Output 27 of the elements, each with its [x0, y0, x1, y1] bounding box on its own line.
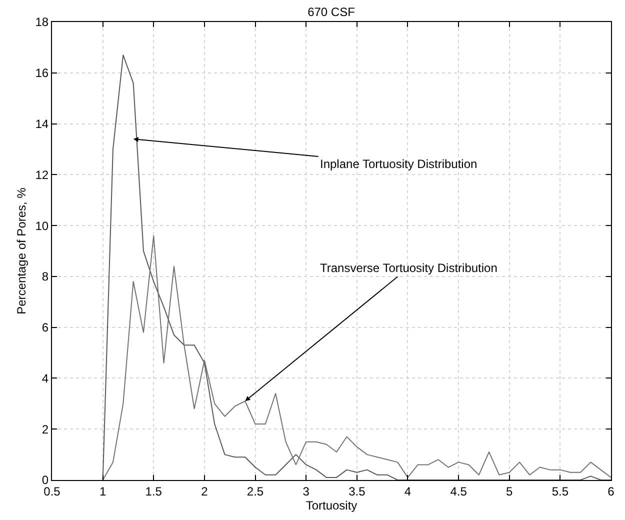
x-tick-label: 4.5 — [450, 484, 468, 498]
y-tick-label: 12 — [35, 168, 49, 182]
y-tick-label: 8 — [42, 270, 49, 284]
y-tick-label: 6 — [42, 320, 49, 335]
x-tick-label: 2.5 — [246, 484, 264, 498]
annotation: Inplane Tortuosity Distribution — [320, 157, 478, 171]
x-axis-title: Tortuosity — [306, 498, 358, 512]
x-tick-label: 5 — [506, 484, 514, 498]
y-axis-title: Percentage of Pores, % — [14, 187, 29, 314]
x-tick-label: 5.5 — [552, 484, 569, 498]
x-tick-label: 2 — [201, 484, 208, 498]
x-tick-label: 6 — [608, 484, 615, 498]
y-tick-label: 18 — [35, 15, 49, 30]
line-series — [102, 235, 611, 480]
x-tick-label: 4 — [404, 484, 412, 498]
y-tick-label: 4 — [42, 371, 49, 386]
x-tick-label: 1.5 — [145, 484, 162, 498]
x-tick-label: 3 — [302, 484, 310, 498]
y-tick-label: 16 — [35, 66, 49, 80]
x-tick-label: 1 — [99, 484, 106, 498]
y-tick-label: 10 — [35, 218, 49, 233]
y-tick-label: 2 — [42, 422, 49, 436]
annotation: Transverse Tortuosity Distribution — [320, 261, 498, 275]
x-tick-label: 3.5 — [348, 484, 366, 498]
y-tick-label: 14 — [35, 116, 49, 131]
chart-title: 670 CSF — [308, 5, 355, 20]
line-series — [102, 54, 611, 480]
